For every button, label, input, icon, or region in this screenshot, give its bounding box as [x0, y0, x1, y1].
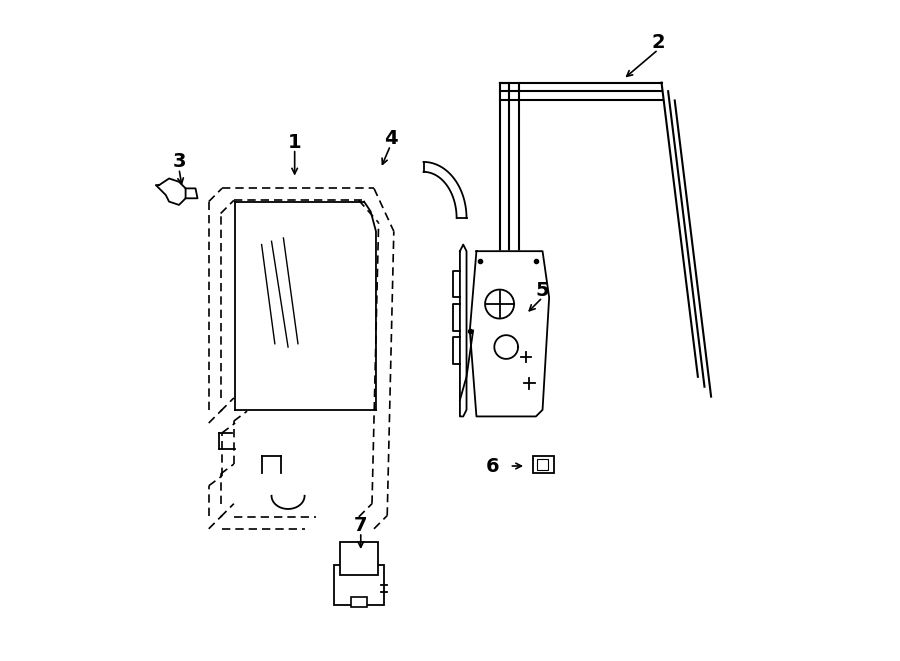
FancyBboxPatch shape [536, 459, 548, 470]
FancyBboxPatch shape [339, 542, 378, 575]
FancyBboxPatch shape [334, 565, 384, 605]
FancyBboxPatch shape [533, 456, 554, 473]
FancyBboxPatch shape [351, 597, 367, 607]
Text: 1: 1 [288, 133, 302, 151]
Text: 4: 4 [383, 130, 397, 148]
Text: 7: 7 [354, 516, 367, 535]
Polygon shape [470, 251, 549, 416]
Text: 3: 3 [172, 153, 185, 171]
Text: 2: 2 [652, 34, 665, 52]
Text: 6: 6 [486, 457, 500, 475]
Text: 5: 5 [536, 282, 549, 300]
